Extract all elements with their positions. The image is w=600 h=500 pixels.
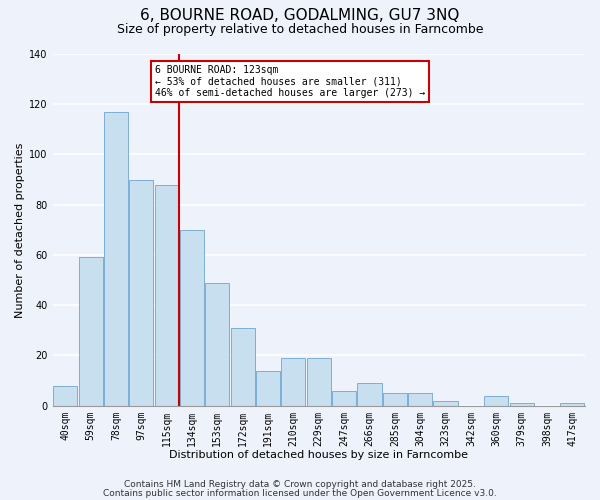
- Bar: [358, 383, 382, 406]
- Bar: [129, 180, 154, 406]
- Bar: [53, 386, 77, 406]
- Bar: [408, 393, 432, 406]
- Bar: [281, 358, 305, 406]
- Bar: [433, 400, 458, 406]
- Bar: [509, 403, 533, 406]
- Bar: [484, 396, 508, 406]
- Bar: [560, 403, 584, 406]
- Bar: [230, 328, 255, 406]
- Bar: [180, 230, 204, 406]
- Bar: [155, 184, 179, 406]
- Bar: [79, 258, 103, 406]
- Bar: [307, 358, 331, 406]
- Text: Contains HM Land Registry data © Crown copyright and database right 2025.: Contains HM Land Registry data © Crown c…: [124, 480, 476, 489]
- Bar: [256, 370, 280, 406]
- Text: 6, BOURNE ROAD, GODALMING, GU7 3NQ: 6, BOURNE ROAD, GODALMING, GU7 3NQ: [140, 8, 460, 22]
- Y-axis label: Number of detached properties: Number of detached properties: [15, 142, 25, 318]
- Bar: [332, 390, 356, 406]
- Text: Size of property relative to detached houses in Farncombe: Size of property relative to detached ho…: [117, 22, 483, 36]
- Bar: [104, 112, 128, 406]
- Text: 6 BOURNE ROAD: 123sqm
← 53% of detached houses are smaller (311)
46% of semi-det: 6 BOURNE ROAD: 123sqm ← 53% of detached …: [155, 64, 425, 98]
- Bar: [383, 393, 407, 406]
- Bar: [205, 282, 229, 406]
- X-axis label: Distribution of detached houses by size in Farncombe: Distribution of detached houses by size …: [169, 450, 468, 460]
- Text: Contains public sector information licensed under the Open Government Licence v3: Contains public sector information licen…: [103, 488, 497, 498]
